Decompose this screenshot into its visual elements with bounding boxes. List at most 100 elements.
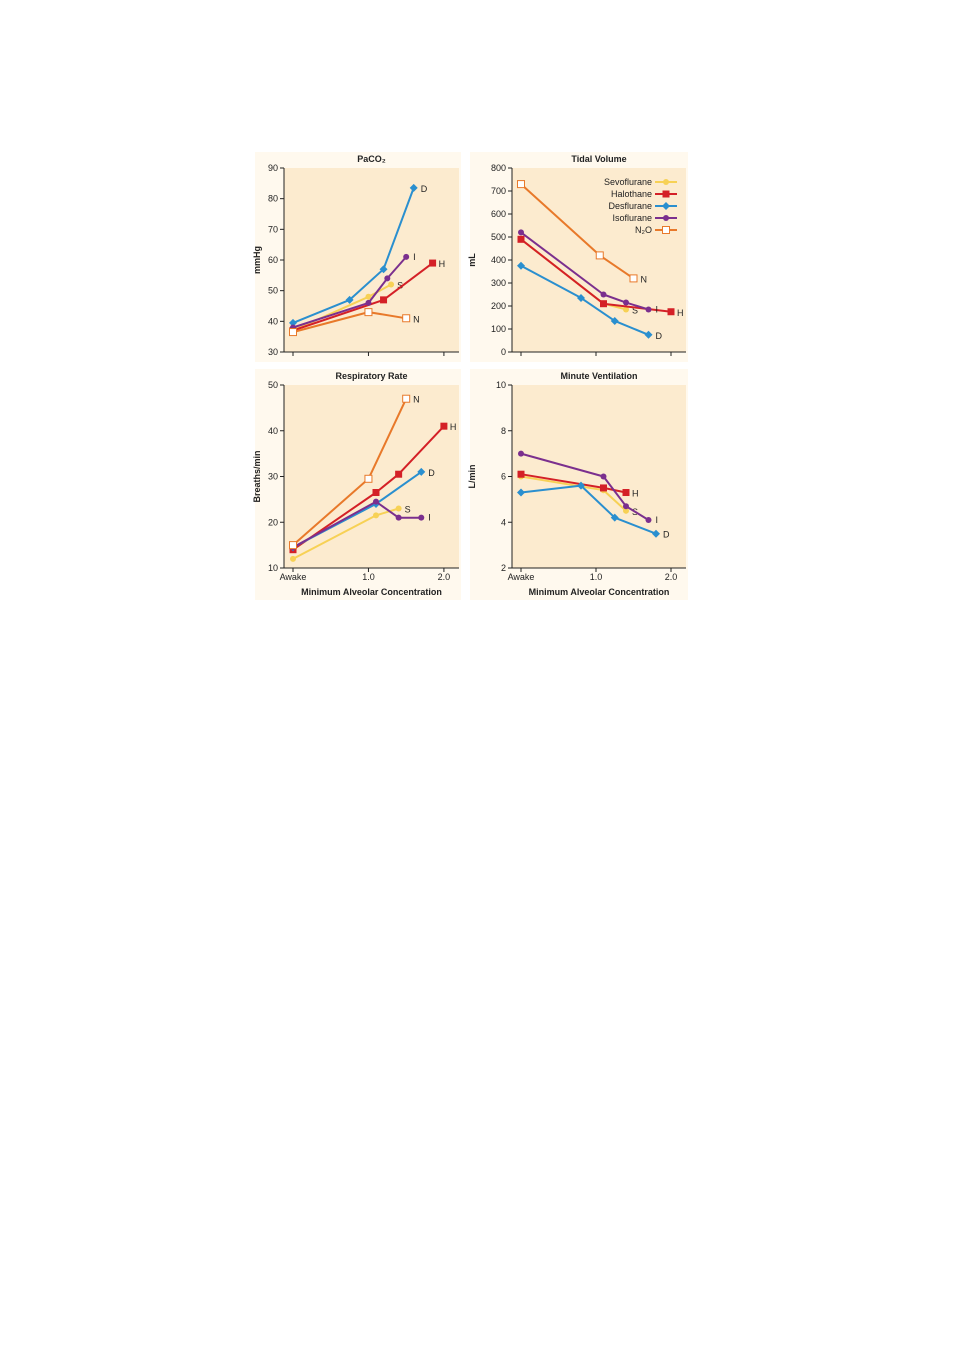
series-end-label: H	[632, 489, 639, 499]
series-end-label: H	[439, 259, 446, 269]
series-sevoflurane: S	[290, 505, 411, 562]
data-point-desflurane	[644, 330, 653, 339]
y-tick-label: 50	[268, 286, 278, 296]
y-tick-label: 800	[491, 163, 506, 173]
y-tick-label: 300	[491, 278, 506, 288]
data-point-sevoflurane	[623, 507, 629, 514]
series-end-label: N	[413, 395, 420, 405]
y-tick-label: 90	[268, 163, 278, 173]
data-point-isoflurane	[623, 299, 629, 306]
y-axis-label: mL	[467, 253, 477, 267]
data-point-isoflurane	[403, 253, 410, 260]
series-end-label: H	[677, 308, 684, 318]
y-tick-label: 2	[501, 563, 506, 573]
data-point-isoflurane	[384, 275, 391, 282]
data-point-n2o	[629, 274, 638, 283]
data-point-isoflurane	[645, 516, 652, 523]
series-end-label: I	[656, 304, 659, 314]
series-line-desflurane	[292, 187, 415, 324]
y-tick-label: 400	[491, 255, 506, 265]
series-n2o: N	[289, 308, 420, 337]
data-point-isoflurane	[395, 514, 402, 521]
x-tick-label: Awake	[508, 572, 535, 582]
data-point-desflurane	[345, 295, 354, 304]
data-point-desflurane	[379, 265, 388, 274]
chart-panel-3: Respiratory Rate 10 20 30 40 50 Breaths/min Awa…	[252, 369, 461, 600]
series-n2o: N	[517, 180, 648, 284]
data-point-desflurane	[409, 183, 418, 192]
series-line-isoflurane	[520, 231, 649, 311]
x-tick-label: Awake	[280, 572, 307, 582]
y-tick-label: 200	[491, 301, 506, 311]
series-end-label: I	[656, 515, 659, 525]
series-line-desflurane	[520, 484, 657, 535]
data-point-halothane	[600, 484, 607, 492]
plot-area	[512, 168, 686, 352]
data-point-sevoflurane	[373, 512, 379, 519]
data-point-halothane	[380, 296, 388, 304]
legend-label: Desflurane	[608, 201, 652, 211]
data-point-isoflurane	[418, 514, 425, 521]
x-tick-label: 1.0	[590, 572, 603, 582]
series-desflurane: D	[517, 261, 663, 341]
series-isoflurane: I	[518, 229, 658, 314]
x-axis-label: Minimum Alveolar Concentration	[529, 587, 670, 597]
data-point-isoflurane	[373, 498, 379, 505]
chart-panel-2: Tidal Volume 0 100 200 300 400 500 600 700 800 mL S…	[467, 152, 688, 362]
data-point-n2o	[402, 394, 411, 403]
series-line-isoflurane	[292, 256, 407, 329]
data-point-desflurane	[610, 316, 619, 325]
legend-label: Halothane	[611, 189, 652, 199]
chart-panel-4: Minute Ventilation 2 4 6 8 10 L/min Awake 1.0 2.0…	[467, 369, 688, 600]
legend: Sevoflurane Halothane Desflurane Isoflurane…	[604, 177, 677, 235]
data-point-halothane	[372, 489, 380, 497]
chart-panel-1: PaCO₂ 30 40 50 60 70 80 90 mmHg S H D I N	[252, 152, 461, 362]
series-end-label: I	[428, 513, 431, 523]
data-point-sevoflurane	[290, 555, 296, 562]
x-tick-label: 2.0	[438, 572, 451, 582]
series-end-label: S	[405, 505, 411, 515]
y-tick-label: 10	[496, 380, 506, 390]
data-point-n2o	[364, 474, 373, 483]
data-point-isoflurane	[518, 229, 524, 236]
series-n2o: N	[289, 394, 420, 550]
data-point-halothane	[440, 422, 448, 430]
data-point-n2o	[289, 328, 297, 337]
y-tick-label: 8	[501, 426, 506, 436]
series-end-label: N	[641, 274, 648, 284]
data-point-n2o	[402, 314, 411, 323]
series-end-label: H	[450, 422, 457, 432]
series-line-isoflurane	[520, 452, 650, 521]
x-tick-label: 2.0	[665, 572, 678, 582]
data-point-halothane	[517, 470, 525, 478]
y-tick-label: 20	[268, 517, 278, 527]
data-point-sevoflurane	[395, 505, 402, 512]
series-end-label: D	[656, 331, 663, 341]
data-point-desflurane	[577, 293, 585, 302]
y-tick-label: 500	[491, 232, 506, 242]
y-axis-label: Breaths/min	[252, 450, 262, 502]
data-point-isoflurane	[600, 473, 607, 480]
legend-marker	[662, 202, 670, 210]
y-tick-label: 60	[268, 255, 278, 265]
data-point-desflurane	[652, 529, 660, 538]
chart-title: PaCO₂	[357, 154, 386, 164]
y-tick-label: 700	[491, 186, 506, 196]
data-point-isoflurane	[645, 306, 652, 313]
data-point-sevoflurane	[388, 281, 395, 288]
y-tick-label: 70	[268, 224, 278, 234]
series-desflurane: D	[517, 481, 670, 540]
y-tick-label: 40	[268, 316, 278, 326]
series-isoflurane: I	[518, 450, 659, 525]
data-point-n2o	[364, 308, 373, 317]
y-tick-label: 4	[501, 517, 506, 527]
data-point-isoflurane	[518, 450, 524, 457]
legend-label: N₂O	[635, 225, 652, 235]
x-tick-label: 1.0	[362, 572, 375, 582]
data-point-desflurane	[417, 467, 426, 476]
y-tick-label: 50	[268, 380, 278, 390]
series-end-label: I	[413, 252, 416, 262]
chart-title: Respiratory Rate	[335, 371, 407, 381]
data-point-halothane	[429, 259, 437, 267]
